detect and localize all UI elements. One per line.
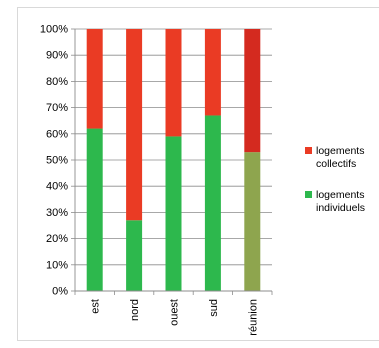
legend-label: logements <box>316 189 364 201</box>
y-tick-label: 60% <box>46 128 68 140</box>
x-tick-label: est <box>90 299 102 314</box>
y-tick-label: 40% <box>46 181 68 193</box>
bar-collectifs-3 <box>204 29 221 116</box>
legend-label: collectifs <box>316 158 356 170</box>
legend-label: logements <box>316 145 364 157</box>
x-tick-label: réunion <box>247 299 259 336</box>
legend-swatch-0 <box>305 147 312 154</box>
bar-individuels-2 <box>165 136 182 291</box>
y-tick-label: 0% <box>52 286 68 298</box>
y-tick-label: 70% <box>46 102 68 114</box>
y-tick-label: 20% <box>46 233 68 245</box>
axes <box>71 28 273 295</box>
bar-individuels-3 <box>204 115 221 292</box>
x-tick-label: sud <box>208 299 220 317</box>
y-tick-label: 90% <box>46 50 68 62</box>
x-tick-label: nord <box>129 299 141 321</box>
x-tick-label: ouest <box>169 299 181 326</box>
y-tick-label: 10% <box>46 259 68 271</box>
legend-label: individuels <box>316 202 365 214</box>
y-tick-label: 50% <box>46 155 68 167</box>
y-tick-label: 100% <box>40 24 68 36</box>
y-tick-label: 80% <box>46 76 68 88</box>
y-tick-labels: 0% 10% 20% 30% 40% 50% 60% 70% 80% 90% 100% <box>40 24 68 298</box>
bar-individuels-4 <box>244 152 261 291</box>
bar-collectifs-0 <box>86 29 103 129</box>
bar-individuels-1 <box>126 220 143 291</box>
y-tick-label: 30% <box>46 207 68 219</box>
chart-frame <box>17 7 379 341</box>
bar-collectifs-2 <box>165 29 182 137</box>
legend-swatch-1 <box>305 191 312 198</box>
bar-collectifs-4 <box>244 29 261 153</box>
x-tick-labels: est nord ouest sud réunion <box>90 299 260 336</box>
bars <box>86 29 261 292</box>
bar-individuels-0 <box>86 128 103 291</box>
bar-collectifs-1 <box>126 29 143 221</box>
